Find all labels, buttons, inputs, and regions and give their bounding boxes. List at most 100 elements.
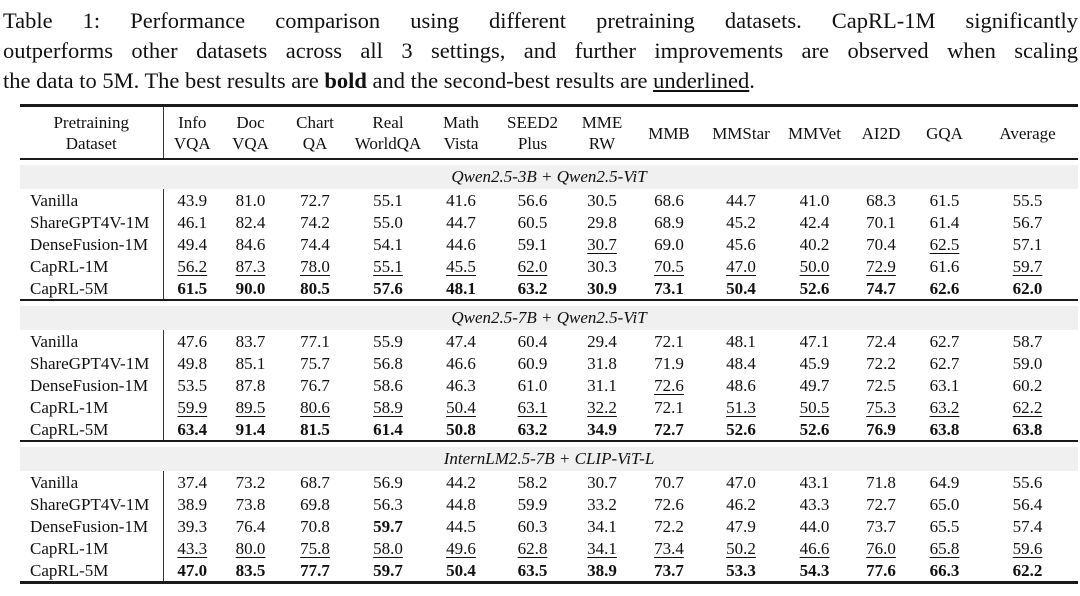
metric-value: 44.7 (726, 190, 756, 210)
metric-cell: 57.4 (977, 515, 1078, 537)
metric-cell: 47.0 (703, 471, 779, 493)
metric-cell: 72.7 (635, 418, 703, 441)
metric-value: 63.5 (517, 560, 548, 580)
metric-value: 65.5 (929, 516, 960, 536)
caption-underlined-word: underlined (653, 68, 750, 93)
col-header-line: Vista (443, 134, 479, 153)
metric-cell: 55.1 (350, 189, 426, 211)
col-header-line: MMVet (788, 123, 841, 143)
metric-value: 60.2 (1012, 375, 1043, 395)
metric-value: 43.1 (799, 472, 830, 492)
table-row: CapRL-1M 56.2 87.3 78.0 55.1 45.5 62.0 30.3 70.5… (20, 255, 1078, 277)
metric-value: 52.6 (726, 419, 756, 439)
metric-value: 31.8 (587, 353, 617, 373)
metric-cell: 48.1 (703, 330, 779, 352)
metric-cell: 70.4 (850, 233, 912, 255)
section-header-row: Qwen2.5-3B + Qwen2.5-ViT (20, 165, 1078, 189)
metric-cell: 50.4 (703, 277, 779, 300)
metric-value: 70.4 (866, 234, 896, 254)
metric-value: 57.6 (373, 278, 403, 298)
metric-value: 58.9 (373, 397, 403, 417)
col-header-line: Doc (236, 113, 265, 132)
row-label: Vanilla (20, 471, 164, 493)
metric-cell: 68.3 (850, 189, 912, 211)
metric-value: 81.5 (300, 419, 330, 439)
section-title: Qwen2.5-3B + Qwen2.5-ViT (20, 165, 1078, 189)
section-title: Qwen2.5-7B + Qwen2.5-ViT (20, 306, 1078, 330)
metric-value: 40.2 (799, 234, 830, 254)
metric-cell: 54.3 (779, 559, 850, 583)
metric-value: 41.0 (799, 190, 830, 210)
metric-value: 73.7 (654, 560, 684, 580)
metric-value: 63.8 (929, 419, 960, 439)
metric-value: 89.5 (235, 397, 266, 417)
metric-cell: 62.8 (496, 537, 569, 559)
metric-cell: 43.3 (163, 537, 221, 559)
metric-cell: 74.2 (280, 211, 350, 233)
metric-cell: 47.6 (163, 330, 221, 352)
table-section-1: Qwen2.5-3B + Qwen2.5-ViT Vanilla 43.9 81.0 7… (20, 159, 1078, 300)
metric-cell: 45.2 (703, 211, 779, 233)
metric-cell: 80.6 (280, 396, 350, 418)
metric-cell: 47.0 (163, 559, 221, 583)
col-header-line: Real (372, 113, 404, 132)
metric-value: 49.7 (799, 375, 830, 395)
metric-cell: 47.9 (703, 515, 779, 537)
table-row: DenseFusion-1M 53.5 87.8 76.7 58.6 46.3 61.0 31… (20, 374, 1078, 396)
metric-cell: 44.6 (426, 233, 496, 255)
metric-value: 41.6 (446, 190, 476, 210)
metric-value: 68.9 (654, 212, 684, 232)
col-header-line: Math (443, 113, 479, 132)
metric-cell: 56.4 (977, 493, 1078, 515)
col-header-doc-vqa: Doc VQA (221, 106, 280, 160)
metric-cell: 66.3 (912, 559, 977, 583)
metric-value: 46.1 (177, 212, 208, 232)
metric-value: 76.9 (866, 419, 896, 439)
col-header-line: GQA (926, 123, 963, 143)
metric-cell: 45.9 (779, 352, 850, 374)
metric-cell: 46.3 (426, 374, 496, 396)
metric-value: 63.4 (177, 419, 208, 439)
metric-cell: 44.7 (426, 211, 496, 233)
metric-cell: 30.7 (569, 233, 635, 255)
metric-cell: 31.1 (569, 374, 635, 396)
metric-value: 50.4 (446, 397, 476, 417)
metric-cell: 87.3 (221, 255, 280, 277)
metric-cell: 63.2 (496, 277, 569, 300)
metric-cell: 37.4 (163, 471, 221, 493)
metric-value: 72.1 (654, 397, 684, 417)
metric-value: 63.2 (929, 397, 960, 417)
metric-value: 65.8 (929, 538, 960, 558)
metric-value: 62.0 (1012, 278, 1043, 298)
table-row: ShareGPT4V-1M 49.8 85.1 75.7 56.8 46.6 60.9 31.… (20, 352, 1078, 374)
metric-cell: 74.4 (280, 233, 350, 255)
metric-value: 59.6 (1012, 538, 1043, 558)
metric-value: 64.9 (929, 472, 960, 492)
metric-cell: 56.2 (163, 255, 221, 277)
metric-value: 62.5 (929, 234, 960, 254)
metric-cell: 81.0 (221, 189, 280, 211)
metric-cell: 55.0 (350, 211, 426, 233)
metric-value: 66.3 (929, 560, 960, 580)
row-label: ShareGPT4V-1M (20, 211, 164, 233)
row-label: CapRL-1M (20, 255, 164, 277)
metric-value: 58.2 (517, 472, 548, 492)
metric-cell: 50.5 (779, 396, 850, 418)
metric-value: 46.6 (799, 538, 830, 558)
metric-cell: 54.1 (350, 233, 426, 255)
section-header-row: Qwen2.5-7B + Qwen2.5-ViT (20, 306, 1078, 330)
metric-value: 29.4 (587, 331, 617, 351)
metric-cell: 59.9 (163, 396, 221, 418)
metric-cell: 76.0 (850, 537, 912, 559)
metric-value: 71.8 (866, 472, 896, 492)
row-label: CapRL-5M (20, 559, 164, 583)
metric-cell: 49.8 (163, 352, 221, 374)
metric-value: 48.6 (726, 375, 756, 395)
metric-cell: 59.0 (977, 352, 1078, 374)
results-table: Pretraining Dataset Info VQA Doc VQA Chart QA Re… (20, 104, 1078, 584)
metric-value: 62.0 (517, 256, 548, 276)
table-row: CapRL-5M 61.5 90.0 80.5 57.6 48.1 63.2 30.9 73.1… (20, 277, 1078, 300)
caption-text: the data to 5M. The best results are (3, 68, 325, 93)
metric-cell: 50.2 (703, 537, 779, 559)
metric-cell: 40.2 (779, 233, 850, 255)
